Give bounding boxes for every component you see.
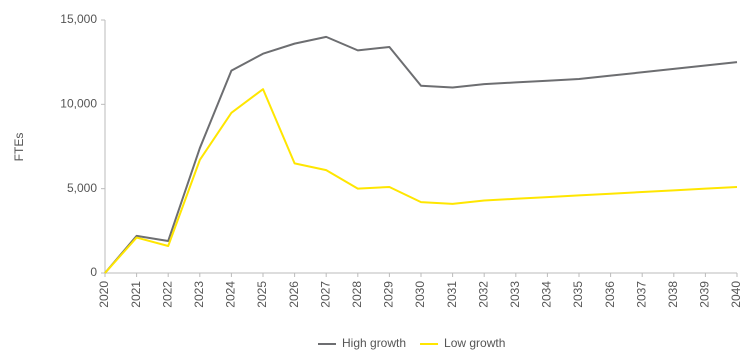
x-tick-label: 2022 (160, 281, 174, 308)
x-tick-label: 2037 (634, 281, 648, 308)
series-line (104, 88, 738, 274)
legend-label: High growth (342, 336, 406, 350)
x-tick-label: 2033 (508, 281, 522, 308)
x-tick-label: 2024 (224, 281, 238, 308)
x-tick-label: 2027 (318, 281, 332, 308)
x-tick-label: 2036 (603, 281, 617, 308)
y-tick-label: 15,000 (60, 12, 97, 26)
x-tick-label: 2029 (382, 281, 396, 308)
x-tick-label: 2021 (129, 281, 143, 308)
series-line (104, 35, 738, 274)
y-tick-label: 5,000 (67, 181, 97, 195)
x-tick-label: 2034 (540, 281, 554, 308)
x-tick-label: 2035 (571, 281, 585, 308)
x-tick-label: 2023 (192, 281, 206, 308)
x-tick-label: 2026 (287, 281, 301, 308)
y-tick-label: 10,000 (60, 97, 97, 111)
legend-label: Low growth (444, 336, 505, 350)
x-tick-label: 2038 (666, 281, 680, 308)
x-tick-label: 2020 (97, 281, 111, 308)
x-tick-label: 2025 (255, 281, 269, 308)
x-tick-label: 2040 (729, 281, 743, 308)
x-tick-label: 2032 (476, 281, 490, 308)
x-tick-label: 2039 (698, 281, 712, 308)
y-axis-label: FTEs (12, 133, 26, 162)
x-tick-label: 2030 (413, 281, 427, 308)
x-tick-label: 2031 (445, 281, 459, 308)
y-tick-label: 0 (90, 265, 97, 279)
x-tick-label: 2028 (350, 281, 364, 308)
